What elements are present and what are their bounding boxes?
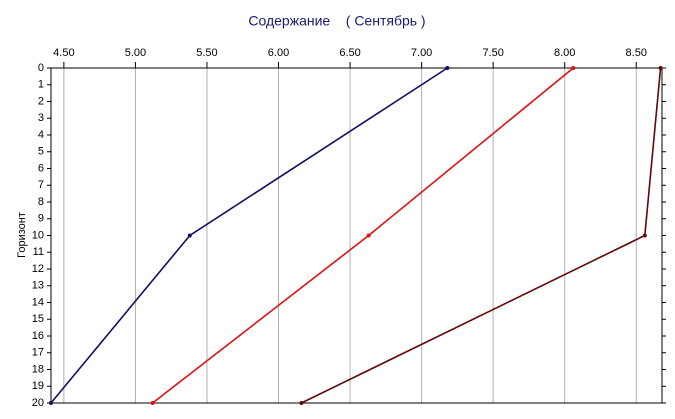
- data-point: [150, 401, 155, 405]
- x-tick-label: 8.00: [554, 47, 575, 59]
- y-tick-label: 14: [32, 296, 44, 308]
- data-point: [299, 401, 304, 405]
- y-tick-label: 1: [38, 79, 44, 91]
- y-tick-label: 9: [38, 213, 44, 225]
- series-line: [152, 67, 574, 404]
- x-tick-label: 5.00: [125, 47, 146, 59]
- x-tick-label: 6.00: [268, 47, 289, 59]
- data-point: [642, 233, 647, 238]
- data-point: [49, 401, 53, 405]
- y-tick-label: 12: [32, 263, 44, 275]
- y-axis-title: Горизонт: [16, 212, 28, 258]
- y-tick-label: 2: [38, 95, 44, 107]
- y-tick-label: 5: [38, 146, 44, 158]
- y-tick-label: 11: [33, 246, 44, 258]
- series-line: [50, 67, 448, 404]
- y-tick-label: 13: [32, 280, 44, 292]
- y-tick-label: 15: [32, 313, 44, 325]
- x-tick-label: 4.50: [53, 47, 74, 59]
- data-point: [366, 233, 371, 238]
- series-line: [301, 67, 662, 404]
- y-tick-label: 16: [32, 330, 44, 342]
- data-point: [445, 66, 450, 70]
- plot-frame: [50, 67, 663, 404]
- y-tick-label: 3: [38, 112, 44, 124]
- y-tick-label: 18: [32, 363, 44, 375]
- y-tick-label: 19: [32, 380, 44, 392]
- y-tick-label: 17: [32, 347, 44, 359]
- x-tick-label: 6.50: [339, 47, 360, 59]
- data-point: [571, 66, 576, 70]
- x-tick-label: 7.00: [411, 47, 432, 59]
- y-tick-label: 8: [38, 196, 44, 208]
- chart-title: Содержание ( Сентябрь ): [248, 13, 425, 29]
- x-tick-label: 7.50: [482, 47, 503, 59]
- x-tick-label: 5.50: [196, 47, 217, 59]
- y-tick-label: 20: [32, 397, 44, 409]
- y-tick-label: 10: [32, 229, 44, 241]
- y-tick-label: 7: [38, 179, 44, 191]
- y-tick-label: 4: [38, 129, 44, 141]
- data-point: [658, 66, 663, 70]
- data-point: [187, 233, 192, 238]
- x-tick-label: 8.50: [626, 47, 647, 59]
- y-tick-label: 6: [38, 162, 44, 174]
- y-tick-label: 0: [38, 62, 44, 74]
